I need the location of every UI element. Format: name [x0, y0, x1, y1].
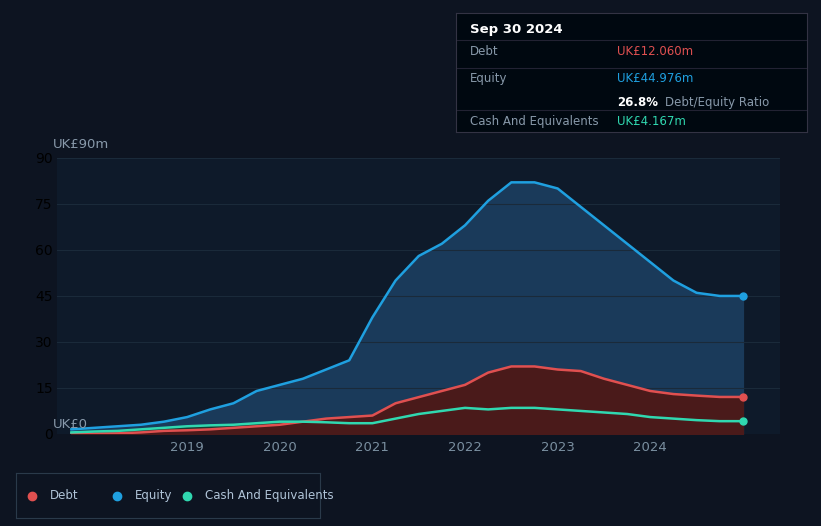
- Text: Sep 30 2024: Sep 30 2024: [470, 23, 562, 36]
- Text: UK£44.976m: UK£44.976m: [617, 72, 694, 85]
- Text: Cash And Equivalents: Cash And Equivalents: [204, 489, 333, 502]
- Text: UK£0: UK£0: [53, 418, 89, 431]
- Text: 26.8%: 26.8%: [617, 96, 658, 109]
- Text: UK£4.167m: UK£4.167m: [617, 115, 686, 128]
- Text: Debt: Debt: [470, 45, 498, 58]
- Text: Debt: Debt: [50, 489, 79, 502]
- Text: Debt/Equity Ratio: Debt/Equity Ratio: [665, 96, 769, 109]
- Text: Equity: Equity: [470, 72, 507, 85]
- Text: Equity: Equity: [135, 489, 172, 502]
- Text: UK£12.060m: UK£12.060m: [617, 45, 694, 58]
- Text: UK£90m: UK£90m: [53, 138, 110, 151]
- Text: Cash And Equivalents: Cash And Equivalents: [470, 115, 599, 128]
